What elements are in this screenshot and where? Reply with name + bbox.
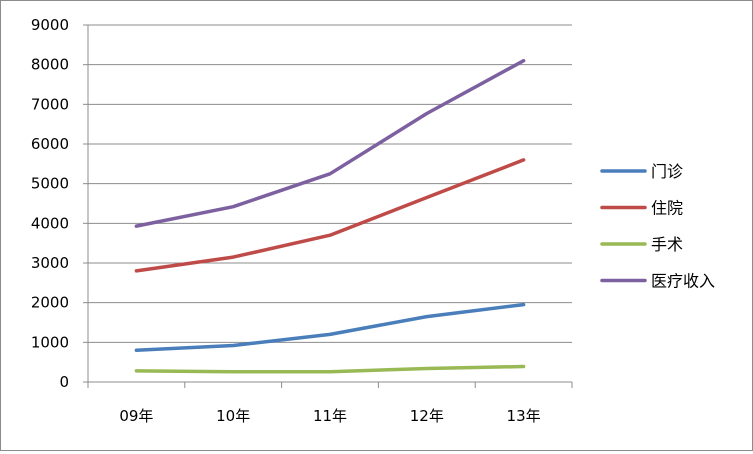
legend-label-0: 门诊 xyxy=(651,162,683,181)
series-line-1 xyxy=(134,158,526,273)
x-tick-label: 09年 xyxy=(119,407,153,425)
x-tick-label: 11年 xyxy=(313,407,347,425)
series-line-3 xyxy=(134,58,526,228)
y-tick-label: 7000 xyxy=(31,95,69,113)
x-tick-label: 13年 xyxy=(507,407,541,425)
y-tick-label: 8000 xyxy=(31,56,69,74)
legend-label-2: 手术 xyxy=(651,235,683,254)
series-line-0 xyxy=(134,302,526,353)
axes xyxy=(83,24,573,388)
y-tick-labels: 0 1000 2000 3000 4000 5000 6000 7000 8000 9000 xyxy=(31,16,69,391)
y-tick-label: 1000 xyxy=(31,333,69,351)
y-tick-label: 0 xyxy=(59,373,69,391)
x-tick-label: 10年 xyxy=(216,407,250,425)
gridlines xyxy=(88,24,572,343)
y-tick-label: 4000 xyxy=(31,214,69,232)
y-tick-label: 5000 xyxy=(31,175,69,193)
y-tick-label: 6000 xyxy=(31,135,69,153)
y-tick-label: 9000 xyxy=(31,16,69,34)
y-tick-label: 3000 xyxy=(31,254,69,272)
legend-label-3: 医疗收入 xyxy=(651,272,715,291)
series-line-2 xyxy=(134,364,526,374)
x-tick-label: 12年 xyxy=(410,407,444,425)
series-lines xyxy=(134,58,526,374)
y-tick-label: 2000 xyxy=(31,294,69,312)
x-tick-labels: 09年 10年 11年 12年 13年 xyxy=(119,407,540,425)
legend-label-1: 住院 xyxy=(651,199,683,218)
